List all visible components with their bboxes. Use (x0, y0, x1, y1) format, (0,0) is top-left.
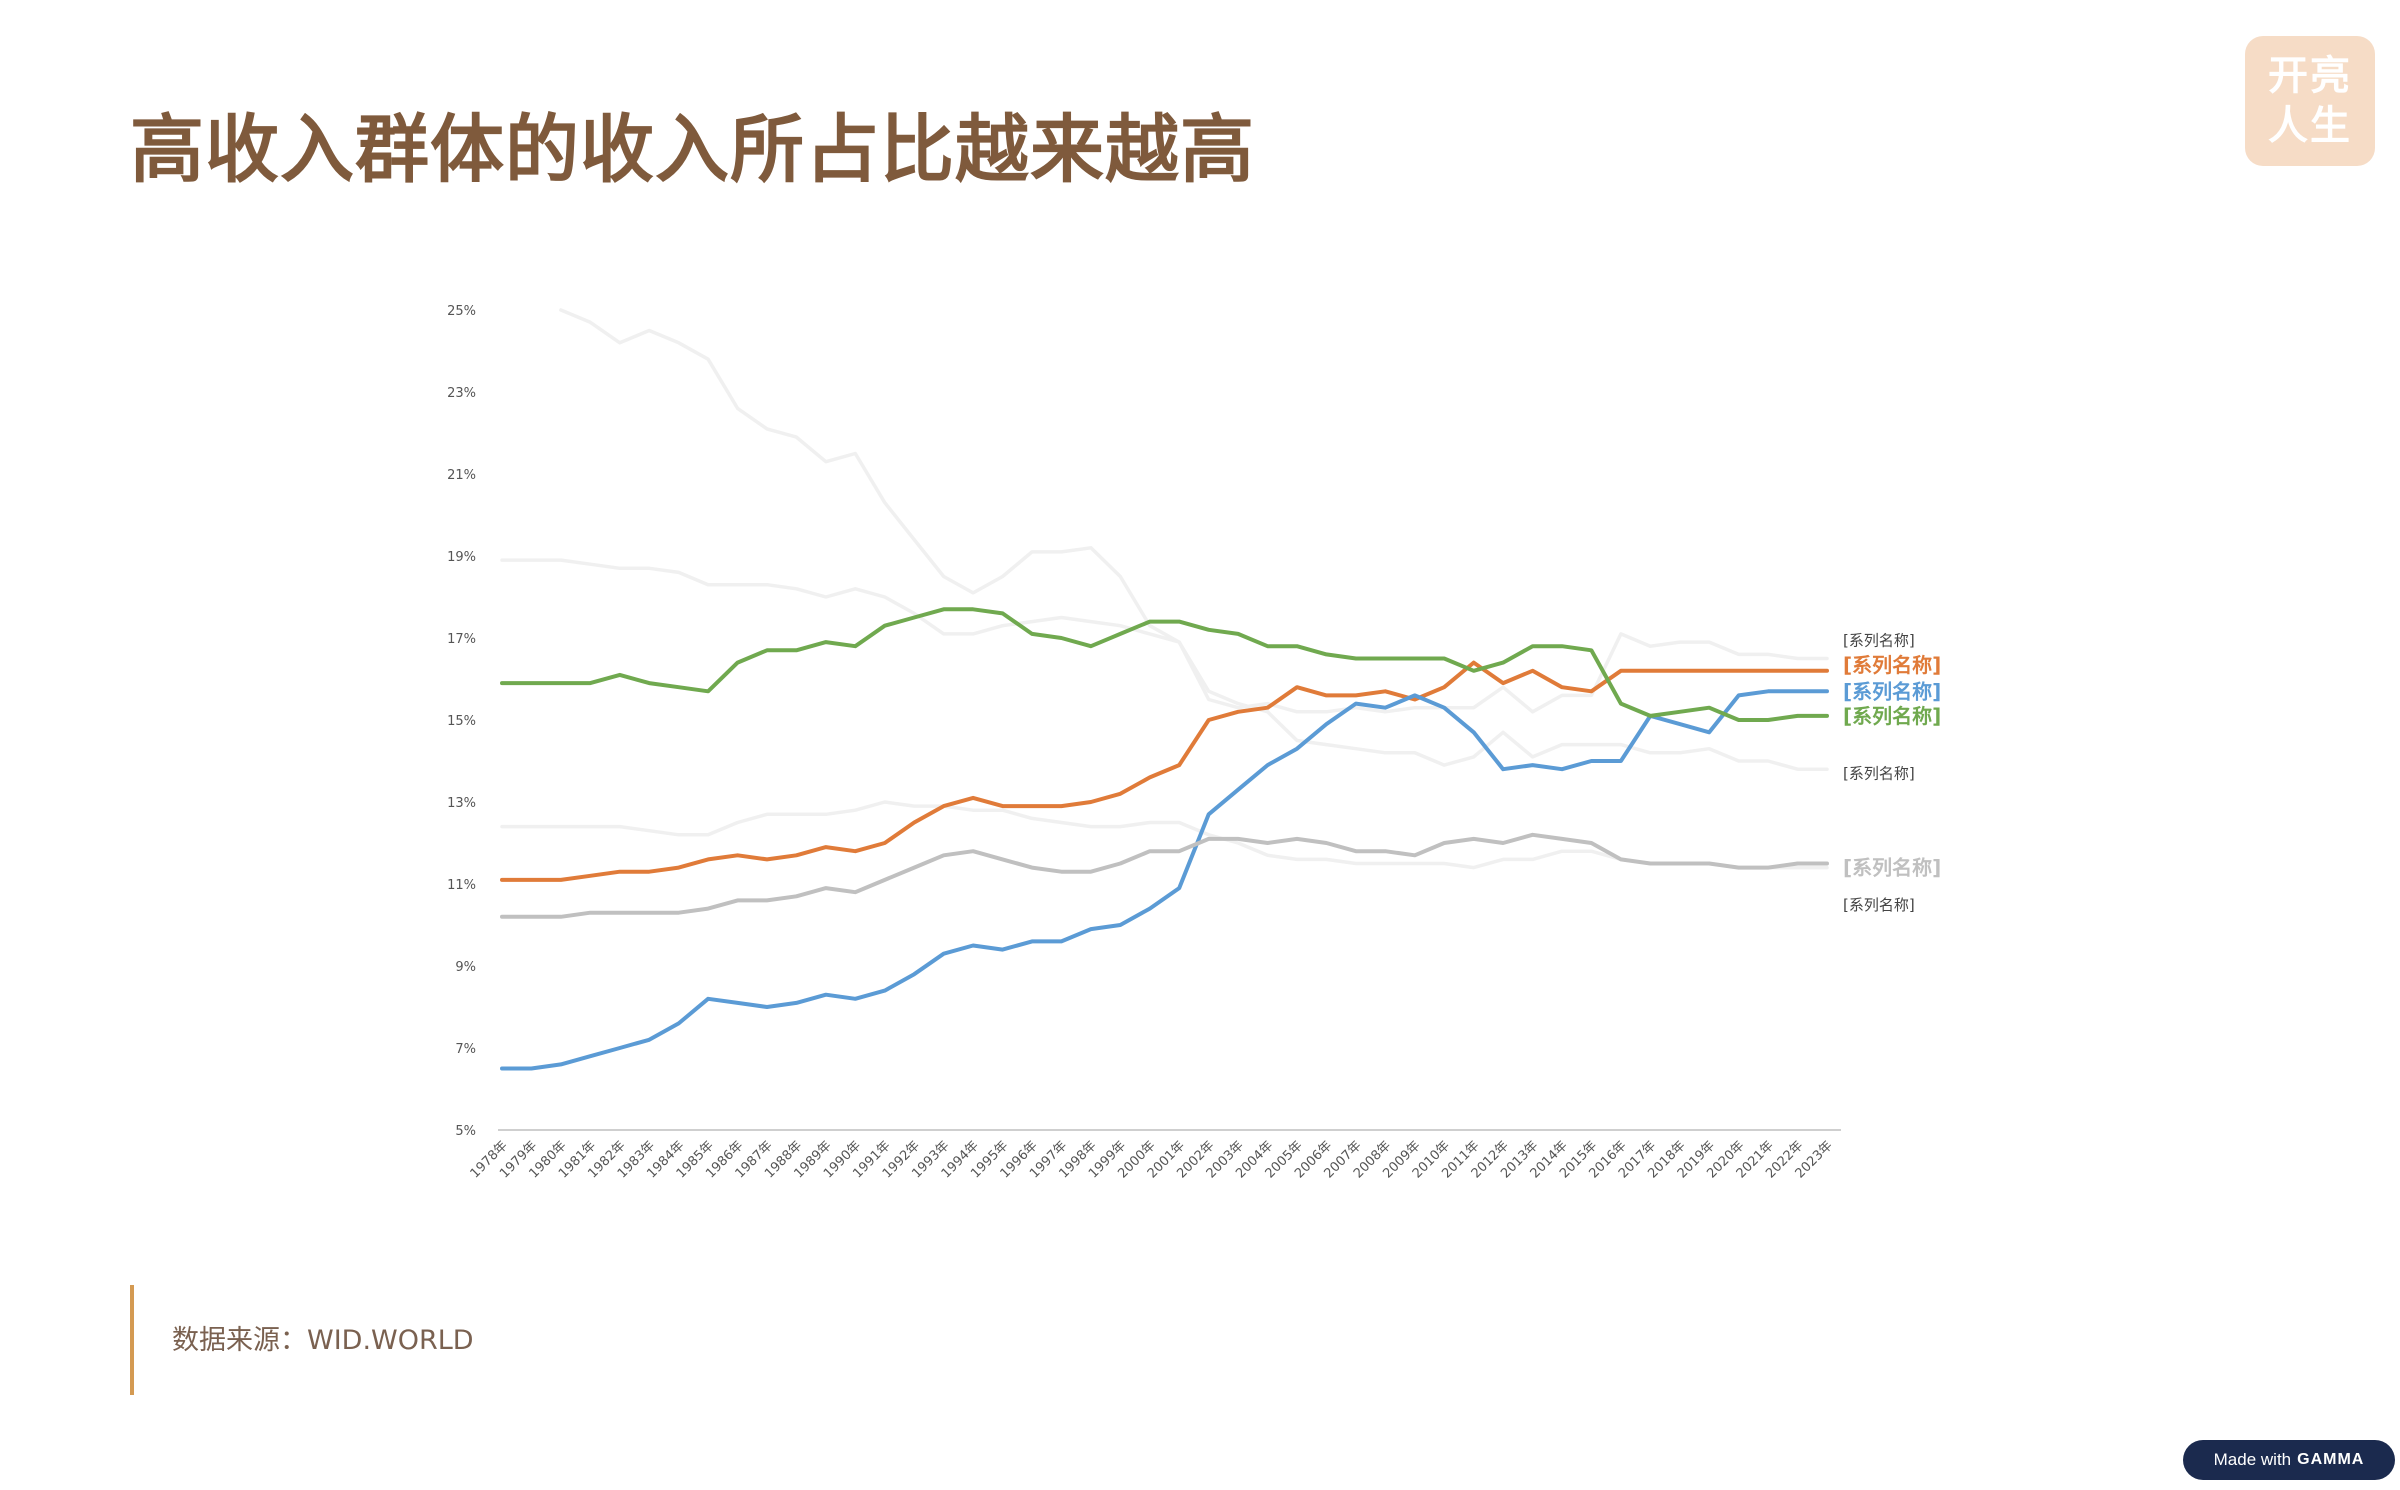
series-line-5 (500, 689, 1829, 1071)
brand-logo[interactable]: 开亮 人生 (2245, 36, 2375, 166)
source-accent-bar (130, 1285, 134, 1395)
y-tick-label: 19% (447, 550, 476, 565)
series-line-1 (559, 308, 1829, 771)
series-end-label: [系列名称] (1843, 896, 1915, 914)
series-end-label: [系列名称] (1843, 653, 1941, 677)
series-end-label: [系列名称] (1843, 679, 1941, 703)
line-chart: 5% 7% 9% 11% 13% 15% 17% 19% 21% 23% 25% 1978年1979… (447, 304, 1941, 1181)
y-tick-label: 7% (455, 1042, 476, 1057)
x-axis-ticks: 1978年1979年1980年1981年1982年1983年1984年1985年… (468, 1138, 1836, 1181)
series-end-label: [系列名称] (1843, 704, 1941, 728)
series-line-6 (500, 607, 1829, 722)
logo-line-2: 人生 (2268, 103, 2352, 149)
series-line-7 (500, 832, 1829, 919)
y-tick-label: 21% (447, 468, 476, 483)
logo-line-1: 开亮 (2268, 53, 2352, 99)
y-tick-label: 25% (447, 304, 476, 319)
y-tick-label: 11% (447, 878, 476, 893)
y-tick-label: 23% (447, 386, 476, 401)
series-end-label: [系列名称] (1843, 631, 1915, 649)
series-lines (500, 308, 1829, 1071)
series-line-4 (500, 660, 1829, 882)
badge-brand: GAMMA (2297, 1451, 2365, 1468)
y-tick-label: 15% (447, 714, 476, 729)
y-tick-label: 17% (447, 632, 476, 647)
badge-prefix: Made with (2213, 1450, 2292, 1469)
series-end-label: [系列名称] (1843, 856, 1941, 880)
made-with-gamma-badge[interactable]: Made with GAMMA (2183, 1440, 2395, 1480)
y-tick-label: 13% (447, 796, 476, 811)
series-end-label: [系列名称] (1843, 765, 1915, 783)
data-source-note: 数据来源：WID.WORLD (172, 1325, 474, 1356)
page-title: 高收入群体的收入所占比越来越高 (130, 107, 1255, 193)
y-tick-label: 9% (455, 960, 476, 975)
y-axis-ticks: 5% 7% 9% 11% 13% 15% 17% 19% 21% 23% 25% (447, 304, 476, 1139)
series-line-3 (500, 800, 1829, 870)
series-line-2 (500, 558, 1829, 714)
series-end-labels: [系列名称][系列名称][系列名称][系列名称][系列名称][系列名称][系列名… (1843, 631, 1941, 913)
y-tick-label: 5% (455, 1124, 476, 1139)
